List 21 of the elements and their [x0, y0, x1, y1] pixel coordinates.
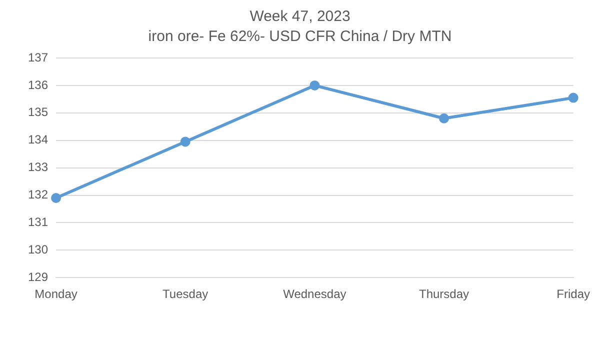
y-tick-label: 136	[28, 78, 48, 92]
y-tick-label: 134	[28, 132, 48, 147]
y-tick-label: 135	[28, 105, 48, 120]
x-tick-label: Tuesday	[162, 287, 208, 302]
point	[180, 136, 190, 147]
x-tick-label: Wednesday	[283, 287, 346, 302]
y-tick-label: 129	[28, 270, 48, 284]
chart-subtitle: iron ore- Fe 62%- USD CFR China / Dry MTN	[148, 28, 452, 46]
x-tick-label: Monday	[34, 287, 78, 302]
y-tick-label: 132	[28, 188, 48, 202]
point	[51, 192, 62, 203]
x-tick-label: Thursday	[418, 287, 470, 302]
y-tick-label: 130	[28, 242, 48, 256]
x-tick-label: Friday	[556, 287, 590, 302]
point	[439, 113, 450, 124]
point	[310, 80, 320, 90]
y-tick-label: 133	[28, 160, 48, 174]
chart-title: Week 47, 2023	[250, 8, 350, 26]
point	[568, 92, 578, 103]
y-tick-label: 131	[28, 215, 48, 230]
y-tick-label: 137	[28, 50, 48, 64]
